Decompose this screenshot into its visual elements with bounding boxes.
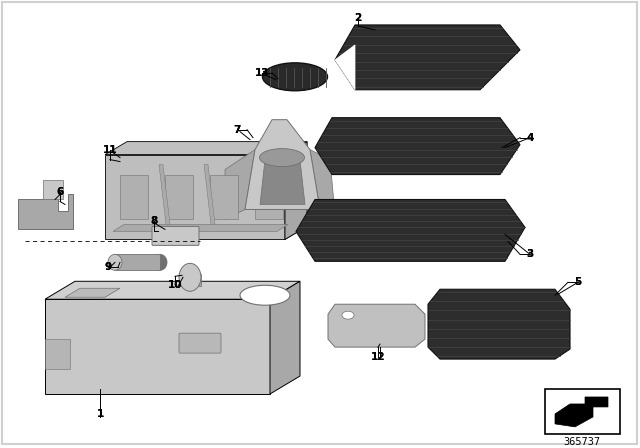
- Text: 12: 12: [371, 352, 385, 362]
- Polygon shape: [428, 289, 570, 359]
- Bar: [90, 295, 96, 299]
- Ellipse shape: [108, 254, 122, 270]
- Polygon shape: [225, 150, 255, 220]
- Polygon shape: [65, 288, 120, 297]
- Text: 12: 12: [371, 352, 385, 362]
- Ellipse shape: [262, 63, 328, 91]
- Polygon shape: [43, 180, 63, 199]
- Text: 10: 10: [168, 280, 182, 290]
- Text: 2: 2: [355, 13, 362, 23]
- FancyBboxPatch shape: [179, 333, 221, 353]
- Text: 13: 13: [255, 68, 269, 78]
- Text: 5: 5: [574, 277, 582, 287]
- Bar: [210, 175, 238, 220]
- Polygon shape: [245, 120, 320, 210]
- Text: 4: 4: [526, 133, 534, 142]
- Text: 5: 5: [574, 277, 582, 287]
- Text: 4: 4: [526, 133, 534, 142]
- Polygon shape: [328, 304, 425, 347]
- Polygon shape: [315, 118, 520, 175]
- Text: 9: 9: [104, 263, 111, 272]
- Polygon shape: [335, 25, 520, 90]
- Polygon shape: [270, 281, 300, 394]
- Text: 7: 7: [234, 125, 241, 135]
- Polygon shape: [335, 45, 355, 90]
- Ellipse shape: [179, 263, 201, 291]
- Polygon shape: [296, 199, 525, 261]
- Bar: [210, 295, 216, 299]
- Ellipse shape: [259, 149, 305, 167]
- Polygon shape: [113, 224, 288, 232]
- Bar: [120, 175, 148, 220]
- Text: 6: 6: [56, 186, 63, 197]
- Text: 3: 3: [526, 250, 534, 259]
- Bar: [120, 295, 126, 299]
- Bar: [179, 274, 201, 286]
- Text: 3: 3: [526, 250, 534, 259]
- Bar: [60, 295, 66, 299]
- Text: 8: 8: [150, 216, 157, 226]
- Polygon shape: [285, 142, 307, 239]
- Bar: [260, 295, 266, 299]
- Bar: [185, 295, 191, 299]
- Polygon shape: [45, 281, 300, 299]
- Polygon shape: [45, 299, 270, 394]
- Polygon shape: [285, 142, 307, 239]
- Bar: [115, 254, 160, 270]
- Bar: [255, 175, 283, 220]
- Text: 13: 13: [255, 68, 269, 78]
- Polygon shape: [18, 194, 73, 229]
- Polygon shape: [204, 164, 215, 224]
- Ellipse shape: [342, 311, 354, 319]
- Text: 11: 11: [103, 145, 117, 155]
- Polygon shape: [260, 159, 305, 204]
- Text: 11: 11: [103, 145, 117, 155]
- Polygon shape: [310, 150, 335, 215]
- FancyBboxPatch shape: [152, 226, 199, 246]
- Polygon shape: [45, 339, 70, 369]
- Bar: [165, 175, 193, 220]
- Text: 1: 1: [97, 409, 104, 419]
- Polygon shape: [159, 164, 170, 224]
- Text: 6: 6: [56, 186, 63, 197]
- Ellipse shape: [153, 254, 167, 270]
- Bar: [150, 295, 156, 299]
- Text: 10: 10: [168, 280, 182, 290]
- Ellipse shape: [240, 285, 290, 305]
- Text: 2: 2: [355, 13, 362, 23]
- Text: 365737: 365737: [563, 437, 600, 447]
- Polygon shape: [105, 155, 285, 239]
- Polygon shape: [555, 397, 608, 427]
- Text: 9: 9: [104, 263, 111, 272]
- Text: 7: 7: [234, 125, 241, 135]
- Text: 1: 1: [97, 409, 104, 419]
- FancyBboxPatch shape: [545, 389, 620, 434]
- Bar: [235, 295, 241, 299]
- Polygon shape: [105, 142, 307, 155]
- Text: 8: 8: [150, 216, 157, 226]
